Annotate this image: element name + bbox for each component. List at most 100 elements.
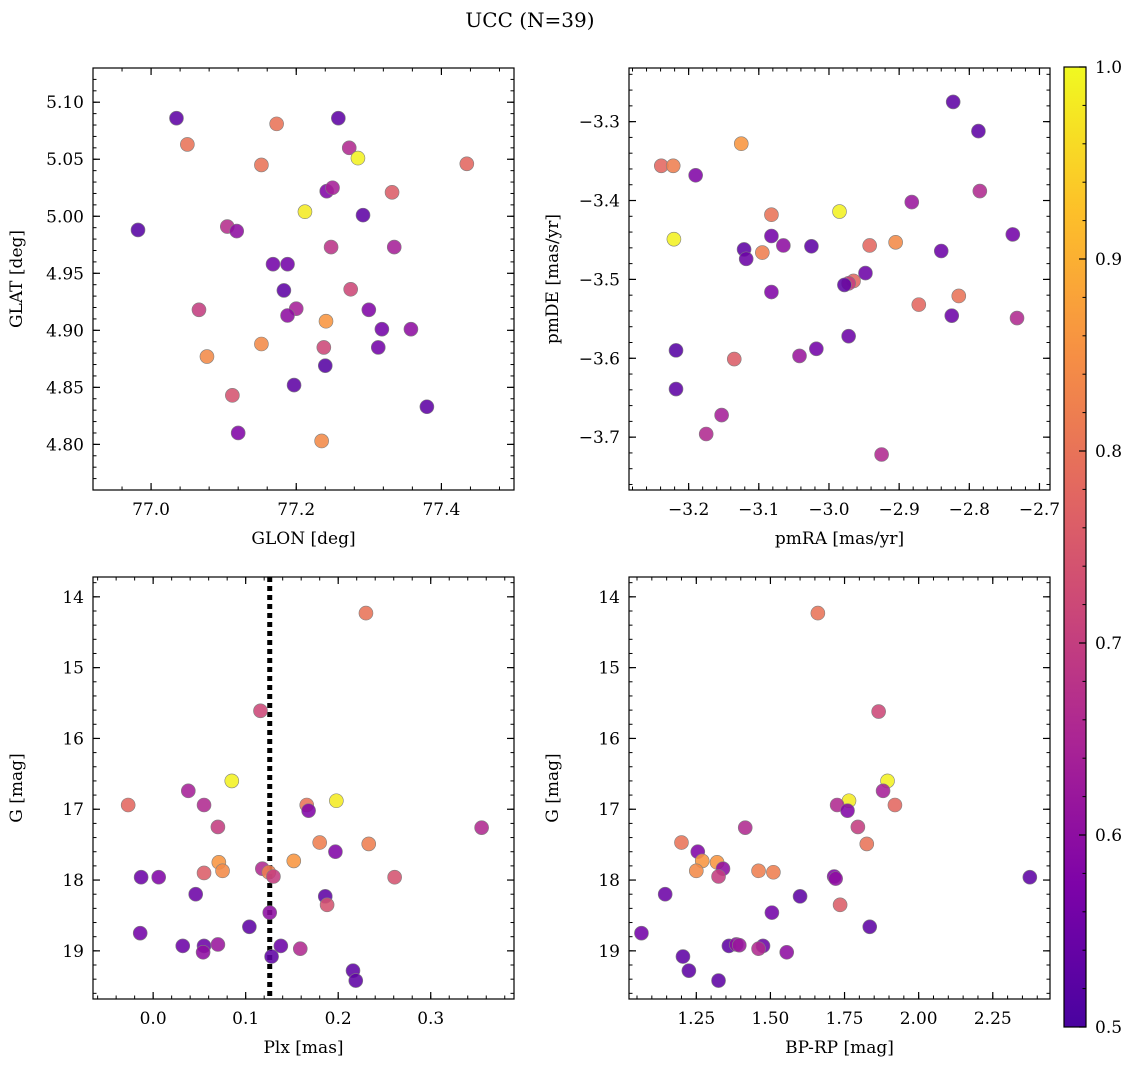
scatter-point [1005,227,1021,242]
scatter-point [862,238,877,253]
scatter-point [764,905,780,920]
y-tick-label: −3.6 [579,349,620,369]
x-tick-label: −2.7 [1019,500,1060,520]
scatter-point [169,110,184,126]
scatter-point [792,348,807,364]
scatter-point [151,869,166,885]
scatter-point [229,223,245,239]
scatter-point [319,897,335,913]
scatter-point [419,399,435,415]
scatter-point [312,835,327,850]
scatter-point [230,425,246,441]
colorbar-frame [1063,66,1087,1028]
scatter-point [875,783,891,799]
colorbar-tick-label: 0.6 [1095,826,1122,846]
scatter-point [971,123,986,139]
scatter-point [711,973,726,988]
y-tick-label: 19 [598,942,620,962]
scatter-point [944,308,960,323]
scatter-point [191,302,207,318]
colorbar: 0.5 0.6 0.7 0.8 0.9 1.0 [1063,58,1122,1038]
scatter-point [132,925,148,941]
x-tick-label: 1.50 [751,1009,789,1029]
scatter-point [210,819,226,835]
scatter-point [888,235,903,250]
scatter-point [474,820,489,835]
y-tick-label: −3.4 [579,192,620,212]
scatter-point [224,773,240,789]
y-tick-label: −3.7 [579,428,620,448]
x-axis-label: pmRA [mas/yr] [775,529,904,549]
scatter-point [387,869,402,885]
scatter-point [361,302,377,318]
scatter-point [253,703,268,719]
scatter-point [386,239,402,255]
y-tick-label: 16 [598,729,620,749]
scatter-point [776,238,791,253]
x-tick-label: −3.0 [808,500,849,520]
scatter-point [188,886,204,902]
y-tick-label: 14 [598,588,620,608]
scatter-point [859,836,875,852]
scatter-point [181,783,196,799]
scatter-point [301,803,316,818]
scatter-point [215,863,230,879]
y-tick-label: −3.5 [579,270,620,290]
plot-frame [92,67,515,491]
scatter-point [323,239,339,255]
panel-bprp-g: 1.25 1.50 1.75 2.00 2.25 14 15 16 17 18 19 BP-RP [m… [543,576,1051,1058]
y-tick-label: 18 [62,871,84,891]
scatter-point [951,288,967,304]
scatter-point [317,358,333,373]
scatter-point [196,797,212,813]
scatter-point [361,836,377,852]
scatter-point [841,328,856,344]
scatter-point [355,207,371,223]
panel-glon-glat: 77.0 77.2 77.4 4.80 4.85 4.90 4.95 5.00 5.05 5.10… [7,67,515,549]
scatter-point [265,256,281,272]
y-tick-label: 4.85 [46,378,84,398]
x-tick-label: −3.1 [738,500,779,520]
y-tick-label: −3.3 [579,113,620,133]
x-tick-label: 77.0 [132,500,170,520]
y-tick-label: 15 [62,659,84,679]
scatter-point [666,231,682,247]
colorbar-tick-label: 0.8 [1095,442,1122,462]
scatter-point [634,925,649,941]
scatter-point [862,919,878,935]
y-tick-label: 19 [62,942,84,962]
scatter-point [175,938,191,954]
scatter-point [297,204,313,220]
y-tick-label: 18 [598,871,620,891]
x-tick-label: 0.3 [417,1009,444,1029]
scatter-point [1009,310,1025,326]
scatter-point [731,937,747,953]
scatter-point [698,426,714,442]
scatter-point [1022,869,1038,885]
y-tick-label: 4.90 [46,321,84,341]
scatter-point [348,973,364,988]
x-tick-label: −2.9 [879,500,920,520]
scatter-point [858,265,873,281]
scatter-point [292,941,308,957]
colorbar-tick-label: 0.9 [1095,250,1122,270]
colorbar-gradient [1064,67,1086,1027]
scatter-point [242,919,257,935]
x-tick-label: 0.0 [140,1009,167,1029]
scatter-point [286,377,302,393]
scatter-point [341,140,357,156]
y-axis-label: G [mag] [543,753,563,822]
y-axis-label: pmDE [mas/yr] [543,214,563,344]
scatter-point [280,256,295,272]
scatter-point [657,886,673,902]
scatter-point [225,388,240,403]
y-tick-label: 5.05 [46,150,84,170]
scatter-point [755,245,770,260]
scatter-point [809,341,824,357]
plot-frame [628,576,1051,1000]
colorbar-tick-label: 0.5 [1095,1018,1122,1038]
scatter-point [668,343,684,358]
x-axis-label: Plx [mas] [263,1038,343,1058]
x-tick-label: −3.2 [668,500,709,520]
ticks: 0.0 0.1 0.2 0.3 14 15 16 17 18 19 [62,577,514,1029]
